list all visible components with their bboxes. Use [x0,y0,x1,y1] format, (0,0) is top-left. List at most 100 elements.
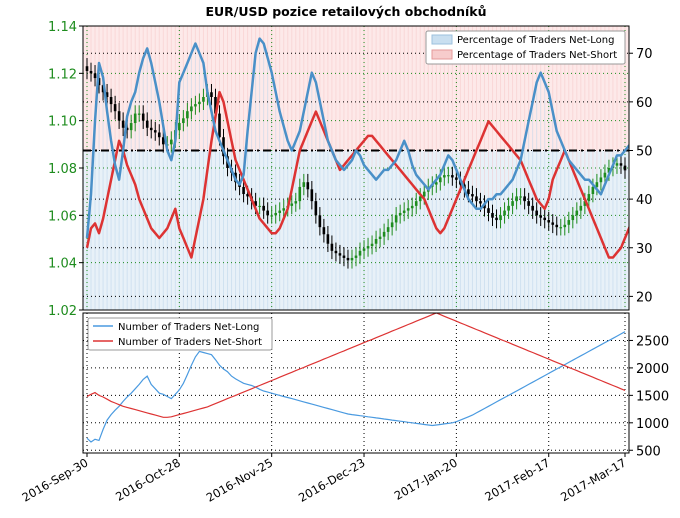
candle-body [475,196,478,202]
bottom-grid: 500 1000 1500 2000 2500 [83,334,669,459]
right-tick-label: 30 [636,242,653,257]
candle-body [97,78,101,86]
candle-body [439,177,442,183]
candle-body [266,210,269,216]
candle-body [85,66,89,71]
candle-body [338,253,342,256]
candle-body [202,97,205,102]
candle-body [161,137,165,145]
candle-body [342,255,346,258]
x-tick-label: 2016-Nov-25 [204,455,275,504]
candle-body [137,113,141,115]
legend-box-bottom [87,317,273,351]
left-tick-label: 1.14 [48,20,77,35]
candle-body [318,215,322,228]
candle-body [145,120,149,128]
candle-body [378,236,382,239]
legend-label-count-short: Number of Traders Net-Short [118,337,262,348]
candle-body [326,234,330,244]
candle-body [559,227,563,229]
candle-body [186,111,189,119]
candle-body [254,201,257,206]
bottom-right-tick-label: 2500 [636,334,669,349]
x-axis: 2016-Sep-30 2016-Oct-28 2016-Nov-25 2016-De… [20,453,629,505]
x-tick-label: 2016-Dec-23 [296,455,367,504]
candle-body [523,196,526,202]
candle-body [274,212,278,216]
bottom-right-tick-label: 500 [636,444,661,459]
candle-body [117,111,121,121]
x-tick-label: 2017-Mar-17 [558,455,628,504]
candle-body [551,222,555,225]
candle-body [487,208,490,213]
candle-body [366,246,370,249]
candle-body [390,222,394,228]
candle-body [547,220,551,223]
x-tick-label: 2016-Oct-28 [113,455,183,503]
legend-label-short: Percentage of Traders Net-Short [457,50,617,61]
candle-body [113,104,117,112]
candle-body [101,85,105,93]
candle-body [157,132,161,138]
candle-body [210,92,213,97]
candle-body [587,194,591,202]
candle-body [507,205,510,211]
candle-body [495,217,498,221]
candle-body [306,182,310,190]
candle-body [190,106,193,112]
right-tick-label: 70 [636,47,653,62]
candle-body [109,97,113,105]
candle-body [394,215,398,223]
candle-body [543,217,547,221]
candle-body [222,137,225,157]
candle-body [511,201,514,206]
candle-body [607,168,611,173]
candle-body [591,186,595,195]
candle-body [619,163,623,166]
candle-body [218,113,221,138]
legend-box [425,30,626,65]
candle-body [194,104,197,107]
candle-body [294,201,298,204]
candle-body [623,165,627,171]
left-tick-label: 1.04 [48,257,77,272]
trader-counts-panel: 500 1000 1500 2000 2500 Number of Traders Net… [82,312,669,459]
left-tick-label: 1.08 [48,162,77,177]
candle-body [579,205,583,211]
candle-body [322,227,326,235]
candle-body [346,257,350,261]
bottom-right-tick-label: 2000 [636,362,669,377]
legend-label-long: Percentage of Traders Net-Long [457,35,615,46]
candle-body [178,123,181,131]
candle-body [535,210,538,216]
candle-body [434,182,438,185]
candle-body [595,182,599,187]
candle-body [149,127,153,131]
candle-body [471,194,474,197]
candle-body [362,248,366,251]
candle-body [302,182,306,187]
candle-body [571,215,575,221]
bottom-right-tick-label: 1000 [636,417,669,432]
candle-body [282,208,286,211]
candle-body [246,194,249,197]
candle-body [290,203,294,206]
candle-body [354,255,358,258]
right-tick-label: 60 [636,96,653,111]
candle-body [133,113,137,124]
candle-body [242,186,245,195]
right-tick-label: 50 [636,144,653,159]
candle-body [443,175,446,178]
candle-body [258,205,261,208]
candle-body [575,210,579,216]
candle-body [455,177,458,180]
candle-body [499,215,502,221]
candle-body [451,175,454,178]
candle-body [334,250,338,254]
candle-body [531,205,534,211]
count-net-long-line [86,331,626,443]
candle-body [370,243,374,247]
candle-body [447,175,450,177]
left-tick-label: 1.02 [48,304,77,319]
